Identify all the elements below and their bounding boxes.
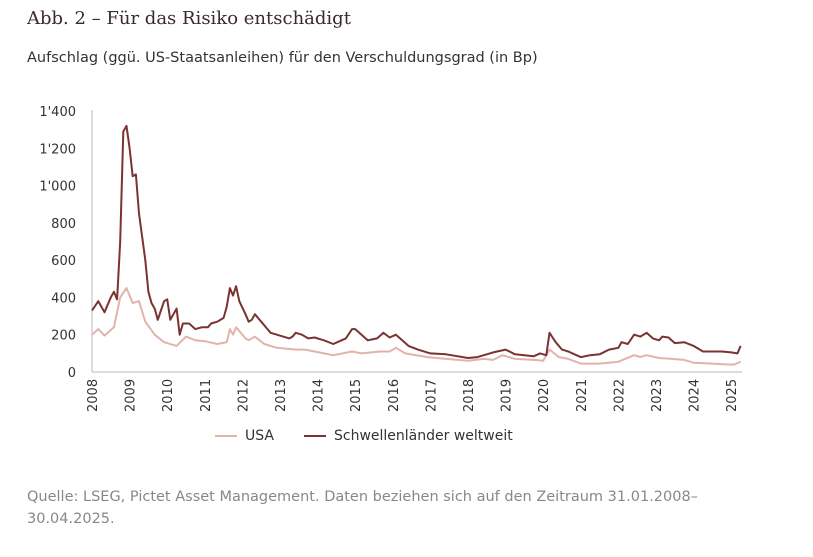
legend-swatch-usa xyxy=(215,435,237,437)
x-tick-label: 2008 xyxy=(86,379,101,412)
legend-swatch-em xyxy=(303,435,326,437)
source-note: Quelle: LSEG, Pictet Asset Management. D… xyxy=(27,489,698,527)
x-tick-label: 2025 xyxy=(725,379,740,412)
x-tick-label: 2018 xyxy=(462,379,477,412)
x-tick-label: 2021 xyxy=(575,379,590,412)
x-tick-label: 2012 xyxy=(236,379,251,412)
x-tick-label: 2019 xyxy=(500,379,515,412)
y-tick-label: 1'400 xyxy=(39,105,76,120)
y-tick-label: 600 xyxy=(51,254,76,269)
x-tick-label: 2017 xyxy=(424,379,439,412)
chart-title: Abb. 2 – Für das Risiko entschädigt xyxy=(27,8,351,29)
x-tick-label: 2022 xyxy=(612,379,627,412)
x-tick-label: 2016 xyxy=(387,379,402,412)
x-tick-label: 2020 xyxy=(537,379,552,412)
x-tick-label: 2013 xyxy=(274,379,289,412)
y-tick-label: 200 xyxy=(51,329,76,344)
x-tick-label: 2015 xyxy=(349,379,364,412)
legend-item-em: Schwellenländer weltweit xyxy=(303,428,513,444)
y-tick-label: 1'200 xyxy=(39,142,76,157)
x-tick-label: 2010 xyxy=(161,379,176,412)
y-tick-label: 800 xyxy=(51,217,76,232)
y-tick-label: 1'000 xyxy=(39,180,76,195)
legend-label: Schwellenländer weltweit xyxy=(333,428,513,444)
x-tick-label: 2009 xyxy=(124,379,139,412)
series-line-emerging-markets xyxy=(91,124,742,359)
chart-subtitle: Aufschlag (ggü. US-Staatsanleihen) für d… xyxy=(27,50,538,66)
x-tick-label: 2011 xyxy=(199,379,214,412)
x-tick-label: 2014 xyxy=(312,379,327,412)
legend-label: USA xyxy=(245,428,274,444)
x-tick-label: 2023 xyxy=(650,379,665,412)
legend-item-usa: USA xyxy=(215,428,274,444)
line-chart: 0 200 400 600 800 1'000 1'200 1'400 2008 2009 2010… xyxy=(39,105,742,412)
legend: USA Schwellenländer weltweit xyxy=(215,428,513,444)
series-line-usa xyxy=(91,287,742,366)
y-tick-label: 0 xyxy=(68,366,76,381)
x-tick-label: 2024 xyxy=(688,379,703,412)
y-tick-label: 400 xyxy=(51,291,76,306)
